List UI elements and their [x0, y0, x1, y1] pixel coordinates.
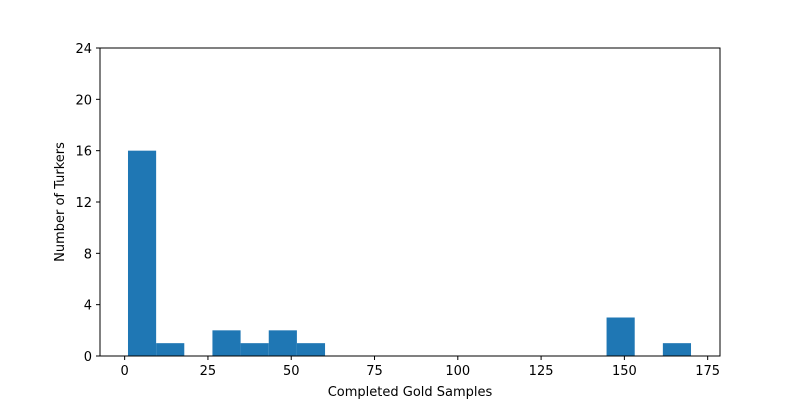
bar-4: [240, 343, 269, 356]
x-tick-label: 125: [529, 364, 554, 379]
x-tick-label: 75: [366, 364, 383, 379]
y-tick-label: 24: [75, 42, 92, 57]
y-tick-label: 4: [84, 299, 92, 314]
x-tick-label: 150: [612, 364, 637, 379]
bar-5: [268, 330, 297, 356]
x-axis-ticks: 0 25 50 75 100 125 150 175: [121, 356, 720, 379]
plot-frame: [99, 47, 721, 357]
bar-6: [296, 343, 326, 356]
x-tick-label: 100: [445, 364, 470, 379]
x-tick-label: 175: [695, 364, 720, 379]
bar-0: [127, 150, 157, 356]
bar-17: [606, 317, 635, 356]
x-tick-label: 0: [121, 364, 129, 379]
y-tick-label: 20: [75, 93, 92, 108]
plot-area: [100, 48, 720, 356]
x-axis-label: Completed Gold Samples: [328, 385, 493, 400]
x-tick-label: 50: [283, 364, 300, 379]
bar-3: [212, 330, 241, 356]
y-tick-label: 0: [84, 350, 92, 365]
y-tick-label: 12: [75, 196, 92, 211]
bars-group: [127, 150, 692, 356]
bar-1: [156, 343, 185, 356]
y-axis-ticks: 0 4 8 12 16 20 24: [75, 42, 100, 365]
y-tick-label: 8: [84, 247, 92, 262]
bar-19: [662, 343, 692, 356]
y-axis-label: Number of Turkers: [53, 142, 68, 262]
y-tick-label: 16: [75, 145, 92, 160]
x-tick-label: 25: [200, 364, 217, 379]
